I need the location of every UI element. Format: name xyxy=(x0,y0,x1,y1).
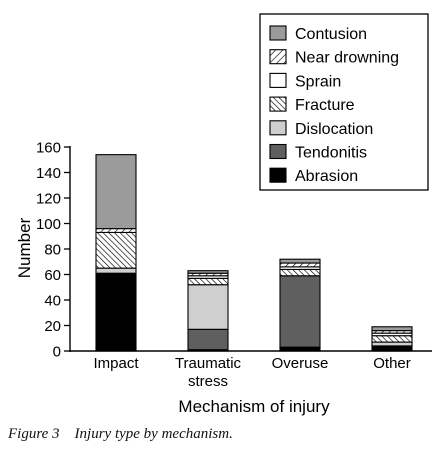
bar-segment-near-drowning xyxy=(95,228,137,233)
bar-stack-impact xyxy=(95,154,137,352)
y-tick-label: 140 xyxy=(36,165,61,182)
legend-item-abrasion: Abrasion xyxy=(269,167,358,185)
legend-swatch xyxy=(269,25,287,41)
legend-swatch xyxy=(269,167,287,183)
bar-segment-dislocation xyxy=(371,341,413,347)
legend-swatch xyxy=(269,72,287,88)
figure-caption: Figure 3 Injury type by mechanism. xyxy=(8,426,233,443)
bar-segment-fracture xyxy=(279,268,321,277)
legend-label: Sprain xyxy=(295,73,341,90)
legend-box xyxy=(259,13,429,191)
bar-segment-contusion xyxy=(95,154,137,230)
legend-label: Contusion xyxy=(295,26,367,43)
y-tick-label: 80 xyxy=(44,242,61,259)
legend-swatch xyxy=(269,120,287,136)
bar-segment-dislocation xyxy=(187,284,229,330)
legend-item-contusion: Contusion xyxy=(269,25,367,43)
y-tick-label: 20 xyxy=(44,318,61,335)
x-tick-label: Traumatic stress xyxy=(175,355,242,390)
legend: Contusion Near drowning Sprain Fracture Disl… xyxy=(259,13,429,191)
bar-segment-abrasion xyxy=(371,345,413,352)
legend-item-tendonitis: Tendonitis xyxy=(269,143,367,162)
bar-stack-other xyxy=(371,326,413,352)
legend-swatch xyxy=(269,96,287,112)
y-tick-label: 120 xyxy=(36,191,61,208)
x-axis-label: Mechanism of injury xyxy=(178,397,330,416)
legend-label: Abrasion xyxy=(295,168,358,185)
figure-caption-text: Injury type by mechanism. xyxy=(74,426,233,442)
bar-segment-contusion xyxy=(371,326,413,332)
y-tick-label: 40 xyxy=(44,293,61,310)
y-axis-label: Number xyxy=(15,217,34,278)
bar-segment-contusion xyxy=(279,258,321,264)
x-tick-label: Overuse xyxy=(272,355,329,372)
legend-label: Tendonitis xyxy=(295,145,367,162)
x-tick-label: Impact xyxy=(93,355,139,372)
bar-segment-tendonitis xyxy=(279,275,321,348)
bar-segment-fracture xyxy=(371,335,413,343)
legend-item-sprain: Sprain xyxy=(269,72,341,90)
bar-segment-tendonitis xyxy=(187,328,229,351)
bar-stack-overuse xyxy=(279,258,321,352)
bar-segment-near-drowning xyxy=(279,262,321,268)
legend-label: Fracture xyxy=(295,97,355,114)
y-tick-label: 160 xyxy=(36,140,61,157)
bar-segment-fracture xyxy=(187,277,229,286)
y-tick-label: 0 xyxy=(53,344,61,361)
bar-segment-fracture xyxy=(95,231,137,269)
y-tick-label: 100 xyxy=(36,216,61,233)
legend-item-near-drowning: Near drowning xyxy=(269,49,399,67)
bar-segment-dislocation xyxy=(95,267,137,274)
bar-segment-abrasion xyxy=(95,272,137,352)
legend-item-dislocation: Dislocation xyxy=(269,120,373,138)
y-tick-label: 60 xyxy=(44,267,61,284)
legend-item-fracture: Fracture xyxy=(269,96,355,114)
bar-stack-traumatic-stress xyxy=(187,270,229,352)
legend-swatch xyxy=(269,143,287,160)
bar-segment-abrasion xyxy=(279,346,321,352)
legend-label: Dislocation xyxy=(295,121,373,138)
figure-caption-label: Figure 3 xyxy=(8,426,60,442)
bar-segment-contusion xyxy=(187,270,229,274)
legend-label: Near drowning xyxy=(295,50,399,67)
x-tick-label: Other xyxy=(373,355,411,372)
legend-swatch xyxy=(269,49,287,65)
